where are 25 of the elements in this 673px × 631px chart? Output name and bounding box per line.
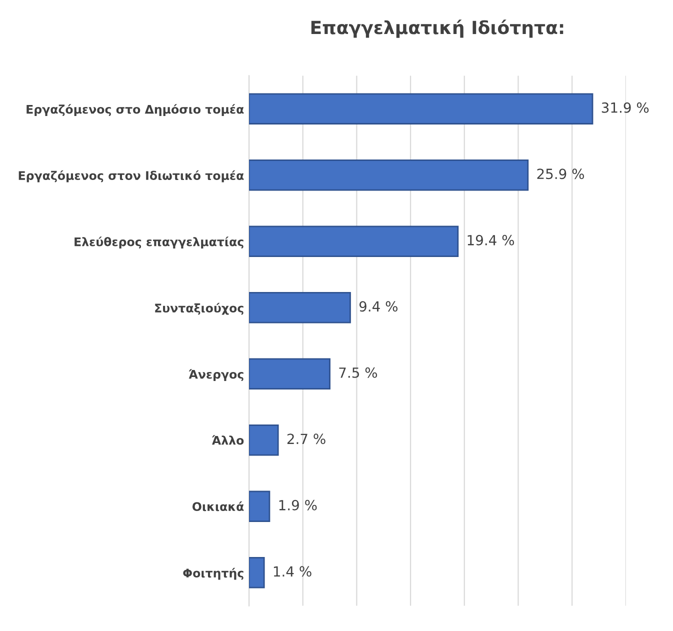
data-label: 1.9 %	[279, 500, 317, 510]
y-tick-label: Εργαζόμενος στον Ιδιωτικό τομέα	[18, 170, 244, 182]
data-label: 25.9 %	[537, 168, 584, 180]
data-label: 19.4 %	[468, 234, 514, 246]
bar	[249, 557, 265, 588]
y-tick-label: Ελεύθερος επαγγελματίας	[74, 236, 244, 249]
y-tick-label: Φοιτητής	[183, 568, 244, 580]
bar	[249, 93, 594, 124]
data-label: 31.9 %	[602, 102, 649, 113]
y-tick-label: Συνταξιούχος	[155, 302, 244, 315]
chart-title: Επαγγελματική Ιδιότητα:	[311, 20, 564, 38]
y-tick-label: Οικιακά	[192, 501, 244, 512]
bar	[249, 160, 529, 191]
y-tick-label: Άνεργος	[188, 369, 244, 382]
y-tick-label: Άλλο	[212, 435, 244, 445]
data-label: 7.5 %	[339, 367, 378, 378]
data-label: 2.7 %	[287, 434, 326, 444]
data-label: 1.4 %	[274, 566, 312, 577]
data-label: 9.4 %	[359, 301, 398, 312]
bar	[249, 358, 330, 390]
bar	[249, 226, 459, 257]
bar	[249, 490, 270, 522]
bar	[249, 292, 351, 324]
bar	[249, 424, 279, 456]
y-tick-label: Εργαζόμενος στο Δημόσιο τομέα	[26, 104, 244, 116]
